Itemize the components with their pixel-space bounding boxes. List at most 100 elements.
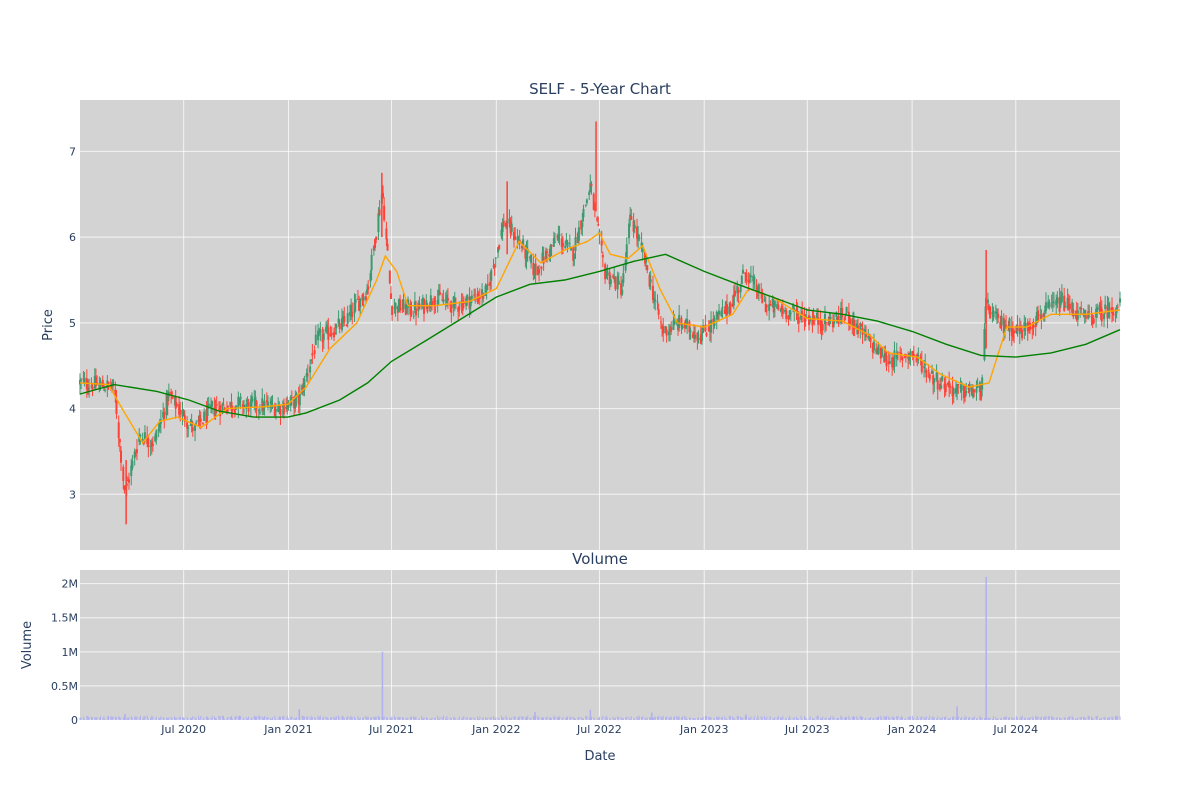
- candle-body: [500, 230, 503, 237]
- volume-bar: [317, 715, 319, 720]
- volume-bar: [821, 718, 823, 720]
- volume-bar: [1053, 718, 1055, 720]
- candle-body: [520, 246, 523, 249]
- volume-bar: [548, 717, 550, 720]
- candle-body: [637, 234, 640, 241]
- candle-body: [584, 204, 587, 206]
- candle-body: [932, 375, 935, 385]
- candle-body: [883, 355, 886, 363]
- candle-body: [609, 279, 612, 285]
- candle-body: [350, 305, 353, 316]
- candle-body: [837, 315, 840, 325]
- volume-bar: [573, 717, 575, 720]
- candle-body: [800, 313, 803, 320]
- volume-bar: [609, 718, 611, 720]
- candle-body: [466, 294, 469, 300]
- candle-body: [763, 299, 766, 301]
- candle-body: [469, 299, 472, 307]
- candle-body: [258, 411, 261, 413]
- volume-bar: [279, 716, 281, 720]
- candle-body: [847, 311, 850, 324]
- volume-bar: [1084, 716, 1086, 720]
- candle-body: [780, 306, 783, 311]
- volume-bar: [856, 716, 858, 720]
- volume-bar: [262, 717, 264, 720]
- candle-body: [925, 370, 928, 378]
- candle-body: [704, 324, 707, 332]
- volume-bar: [682, 716, 684, 720]
- candle-body: [946, 382, 949, 385]
- volume-bar: [940, 718, 942, 720]
- candle-body: [919, 356, 922, 359]
- volume-bar: [216, 718, 218, 720]
- volume-bar: [330, 717, 332, 720]
- volume-bar: [1021, 715, 1023, 720]
- candle-body: [641, 249, 644, 253]
- volume-bar: [862, 717, 864, 720]
- candle-body: [1072, 309, 1075, 317]
- volume-bar: [1098, 718, 1100, 720]
- volume-bar: [941, 716, 943, 720]
- candle-body: [1114, 314, 1117, 316]
- volume-bar: [469, 718, 471, 720]
- candle-body: [681, 325, 684, 329]
- volume-bar: [107, 715, 109, 720]
- candle-body: [274, 408, 277, 412]
- volume-bar: [390, 716, 392, 720]
- candle-body: [266, 401, 269, 408]
- candle-body: [388, 270, 391, 284]
- volume-bar: [151, 715, 153, 720]
- volume-bar: [937, 716, 939, 720]
- volume-bar: [168, 717, 170, 720]
- volume-bar: [1016, 717, 1018, 720]
- volume-bar: [270, 718, 272, 720]
- candle-body: [656, 301, 659, 303]
- candle-body: [795, 309, 798, 313]
- volume-bar: [816, 716, 818, 720]
- volume-bar: [466, 717, 468, 720]
- volume-bar: [933, 717, 935, 720]
- candle-body: [221, 403, 224, 414]
- volume-bar: [365, 715, 367, 720]
- volume-bar: [674, 716, 676, 720]
- candle-body: [737, 289, 740, 294]
- volume-bar: [1077, 717, 1079, 720]
- volume-bar: [893, 718, 895, 720]
- volume-bar: [605, 715, 607, 720]
- volume-bar: [709, 717, 711, 720]
- candle-body: [879, 347, 882, 359]
- volume-bar: [1085, 718, 1087, 720]
- volume-bar: [1012, 718, 1014, 720]
- candle-body: [981, 377, 984, 390]
- volume-bar: [1020, 716, 1022, 720]
- candle-body: [556, 236, 559, 238]
- volume-bar: [698, 717, 700, 720]
- candle-body: [659, 321, 662, 323]
- candle-body: [213, 407, 216, 416]
- candle-body: [1048, 302, 1051, 308]
- volume-bar: [936, 718, 938, 720]
- volume-bar: [1052, 716, 1054, 720]
- candle-body: [282, 403, 285, 415]
- volume-bar: [1043, 717, 1045, 720]
- candle-body: [920, 360, 923, 373]
- volume-bar: [752, 718, 754, 720]
- volume-bar: [1024, 718, 1026, 720]
- candle-body: [892, 360, 895, 368]
- volume-bar: [437, 715, 439, 720]
- volume-bar: [307, 716, 309, 720]
- candle-body: [733, 290, 736, 296]
- volume-bar: [993, 715, 995, 720]
- candle-body: [825, 322, 828, 324]
- candle-body: [688, 321, 691, 333]
- candle-body: [975, 388, 978, 393]
- candle-body: [290, 396, 293, 398]
- volume-bar: [373, 716, 375, 720]
- candle-body: [756, 294, 759, 296]
- volume-bar: [269, 718, 271, 720]
- candle-body: [534, 263, 537, 276]
- volume-bar: [545, 717, 547, 720]
- candle-body: [143, 432, 146, 440]
- volume-bar: [892, 716, 894, 720]
- candle-body: [622, 273, 625, 283]
